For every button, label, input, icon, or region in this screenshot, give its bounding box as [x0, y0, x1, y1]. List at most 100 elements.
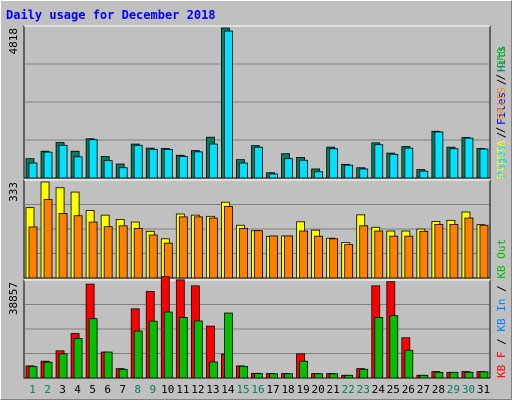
bar-sites	[148, 234, 158, 279]
bar-kb-in	[479, 371, 489, 379]
legend-entry: KB In	[495, 299, 508, 332]
bar-kb-in	[434, 371, 444, 379]
x-tick-label: 4	[74, 383, 81, 396]
bar-sites	[88, 221, 98, 279]
bar-kb-in	[329, 373, 339, 379]
bar-kb-in	[133, 330, 143, 379]
chart-title: Daily usage for December 2018	[6, 8, 216, 22]
bar-sites	[28, 226, 38, 279]
bar-pages	[178, 156, 188, 179]
legend-hits-files-pages: Pages / Files / Hits	[495, 46, 508, 179]
bar-pages	[269, 173, 278, 179]
x-tick-label: 30	[462, 383, 475, 396]
bar-pages	[239, 162, 248, 179]
x-tick-label: 1	[29, 383, 36, 396]
bar-kb-in	[118, 368, 128, 379]
bar-sites	[419, 230, 429, 279]
x-tick-label: 12	[191, 383, 204, 396]
panel-kbytes: 38857	[7, 276, 491, 379]
bar-kb-in	[43, 361, 53, 379]
legend-entry: Out	[494, 48, 507, 68]
bar-pages	[419, 170, 429, 179]
x-tick-label: 19	[296, 383, 309, 396]
bar-sites	[389, 235, 399, 279]
bar-pages	[479, 148, 489, 179]
bar-sites	[299, 230, 308, 279]
x-tick-label: 29	[447, 383, 460, 396]
bar-sites	[464, 217, 474, 279]
bar-pages	[88, 139, 98, 179]
bar-kb-in	[103, 351, 113, 379]
x-tick-label: 18	[281, 383, 294, 396]
bar-sites	[103, 226, 113, 279]
bar-sites	[284, 235, 293, 279]
bar-pages	[208, 143, 218, 179]
legend-kbytes: KB F / KB In / KB Out	[495, 239, 508, 378]
panel-hits-files-pages: 4818	[7, 25, 491, 179]
x-tick-label: 3	[59, 383, 66, 396]
bar-pages	[449, 148, 459, 179]
bar-kb-in	[163, 311, 173, 379]
bar-kb-in	[58, 353, 68, 379]
bar-kb-in	[193, 320, 203, 379]
bar-pages	[359, 168, 369, 179]
x-tick-label: 5	[89, 383, 96, 396]
bar-pages	[58, 144, 68, 179]
bar-pages	[404, 147, 414, 179]
bar-pages	[374, 144, 384, 179]
bar-pages	[103, 160, 113, 179]
x-tick-label: 15	[236, 383, 249, 396]
x-tick-label: 22	[342, 383, 355, 396]
legend-separator: /	[495, 72, 508, 92]
y-max-label: 38857	[7, 282, 20, 315]
bar-sites	[224, 206, 233, 279]
bar-sites	[449, 223, 459, 279]
x-tick-label: 26	[402, 383, 415, 396]
bar-kb-in	[449, 371, 459, 379]
legend-entry: Visits	[494, 140, 507, 180]
x-tick-label: 24	[372, 383, 386, 396]
bar-sites	[239, 228, 248, 279]
bar-sites	[73, 215, 83, 279]
bar-kb-in	[224, 312, 233, 379]
bar-kb-in	[359, 368, 369, 379]
bar-pages	[163, 148, 173, 179]
bar-kb-in	[374, 317, 384, 379]
bar-pages	[133, 144, 143, 179]
legend-separator: /	[495, 332, 508, 352]
bar-pages	[254, 146, 263, 179]
legend-entry: Pages	[495, 145, 508, 178]
bar-pages	[28, 162, 38, 179]
bar-sites	[434, 223, 444, 279]
bar-pages	[118, 167, 128, 179]
x-tick-label: 6	[104, 383, 111, 396]
x-tick-label: 14	[221, 383, 235, 396]
legend-separator: /	[495, 279, 508, 299]
bar-pages	[299, 159, 308, 179]
x-tick-label: 13	[206, 383, 219, 396]
bar-pages	[73, 156, 83, 179]
bar-sites	[359, 225, 369, 279]
x-tick-label: 21	[327, 383, 340, 396]
x-tick-label: 28	[432, 383, 445, 396]
x-tick-label: 20	[312, 383, 325, 396]
bar-sites	[344, 244, 354, 279]
bar-kb-in	[208, 361, 218, 379]
bar-sites	[479, 224, 489, 279]
bar-sites	[43, 199, 53, 279]
legend-separator: /	[494, 120, 507, 140]
x-tick-label: 10	[161, 383, 174, 396]
legend-entry: Hits	[495, 46, 508, 73]
bar-sites	[193, 216, 203, 279]
legend-visits-sites: Out / Sites / Visits	[494, 48, 507, 181]
bar-pages	[148, 148, 158, 179]
bar-sites	[374, 230, 384, 279]
bar-pages	[43, 151, 53, 179]
x-tick-label: 9	[149, 383, 156, 396]
bar-sites	[178, 216, 188, 279]
bar-kb-in	[299, 360, 308, 379]
bar-sites	[404, 235, 414, 279]
legend-entry: Sites	[494, 87, 507, 120]
